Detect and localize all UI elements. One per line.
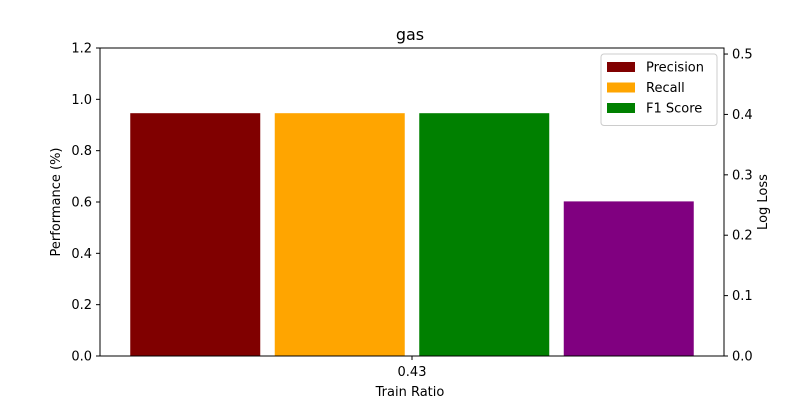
right-tick-label: 0.4 <box>732 108 753 123</box>
bar-recall <box>274 113 405 357</box>
left-tick-label: 0.8 <box>71 144 92 159</box>
left-tick-label: 0.4 <box>71 247 92 262</box>
right-tick-label: 0.0 <box>732 350 753 365</box>
bar-log-loss <box>563 201 694 356</box>
x-axis-ticks: 0.43 <box>398 356 427 380</box>
chart-title: gas <box>396 25 424 44</box>
y-axis-label: Performance (%) <box>49 147 64 256</box>
left-tick-label: 1.0 <box>71 93 92 108</box>
legend-label: Precision <box>646 61 704 76</box>
right-tick-label: 0.3 <box>732 168 753 183</box>
bars-group <box>130 113 694 357</box>
plot-frame <box>99 47 725 357</box>
legend-swatch <box>607 82 635 93</box>
right-tick-label: 0.2 <box>732 229 753 244</box>
left-tick-label: 0.6 <box>71 196 92 211</box>
legend-label: F1 Score <box>646 102 702 117</box>
right-tick-label: 0.5 <box>732 48 753 63</box>
bar-f1-score <box>419 113 550 357</box>
right-axis-ticks: 0.0 0.1 0.2 0.3 0.4 0.5 <box>724 48 753 365</box>
left-tick-label: 0.0 <box>71 350 92 365</box>
right-tick-label: 0.1 <box>732 289 753 304</box>
left-axis-ticks: 0.0 0.2 0.4 0.6 0.8 1.0 1.2 <box>71 42 100 365</box>
bar-precision <box>130 113 261 357</box>
left-tick-label: 0.2 <box>71 298 92 313</box>
y2-axis-label: Log Loss <box>756 174 771 230</box>
left-tick-label: 1.2 <box>71 42 92 57</box>
x-tick-label: 0.43 <box>398 365 427 380</box>
x-axis-label: Train Ratio <box>375 385 445 400</box>
legend-label: Recall <box>646 81 685 96</box>
legend: Precision Recall F1 Score <box>600 53 718 126</box>
legend-swatch <box>607 62 635 72</box>
legend-swatch <box>607 103 635 113</box>
